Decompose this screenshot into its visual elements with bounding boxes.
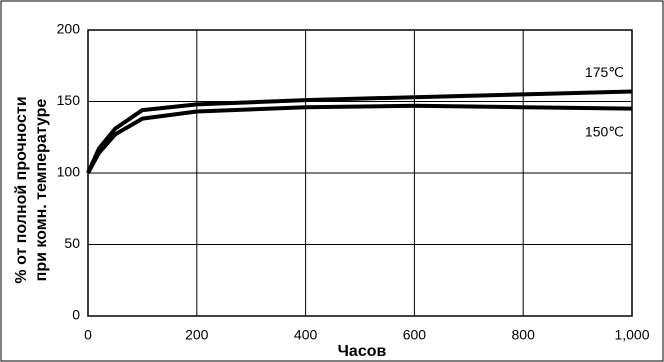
x-tick-label: 0 — [84, 327, 92, 343]
x-tick-label: 200 — [185, 327, 209, 343]
data-line — [86, 103, 633, 174]
y-tick-label: 200 — [57, 21, 81, 37]
y-tick-label: 0 — [72, 307, 80, 323]
y-axis-title: % от полной прочности — [13, 96, 30, 283]
y-tick-label: 150 — [57, 92, 81, 108]
data-line — [86, 89, 633, 174]
y-tick-label: 50 — [64, 235, 80, 251]
series-label: 150℃ — [585, 123, 624, 139]
x-tick-label: 400 — [294, 327, 318, 343]
y-tick-label: 100 — [57, 164, 81, 180]
x-tick-label: 600 — [403, 327, 427, 343]
y-axis-title: при комн. температуре — [33, 99, 50, 282]
series-label: 175℃ — [585, 64, 624, 80]
x-axis-title: Часов — [338, 343, 387, 360]
x-tick-label: 1,000 — [614, 327, 649, 343]
x-tick-label: 800 — [512, 327, 536, 343]
